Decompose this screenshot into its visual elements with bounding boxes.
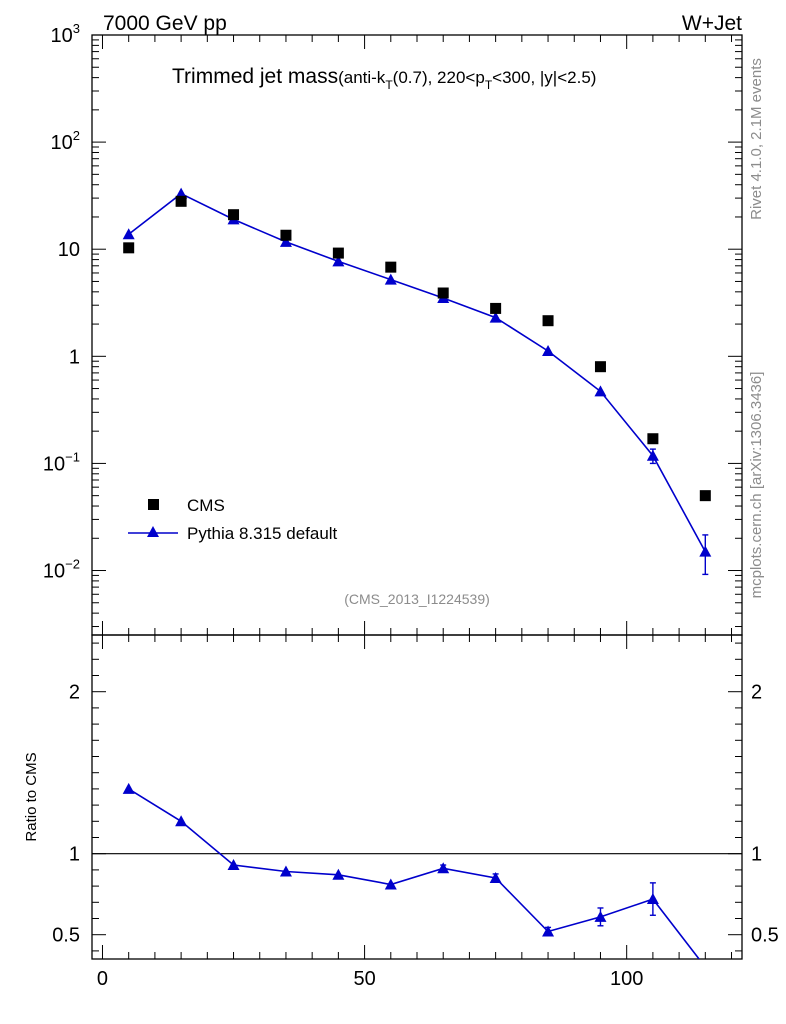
title-part-1: (anti-k (338, 68, 386, 87)
cms-point (542, 315, 554, 327)
cms-point (123, 242, 135, 254)
title-part-2: (0.7), 220<p (393, 68, 485, 87)
title-main: Trimmed jet mass (172, 65, 338, 88)
pythia-point (332, 255, 345, 267)
main-y-tick-label: 102 (51, 128, 80, 154)
ratio-series-line (128, 788, 701, 959)
ratio-point (384, 878, 397, 890)
ratio-point (122, 782, 135, 794)
ratio-point (227, 859, 240, 871)
cms-point (437, 287, 449, 299)
main-y-tick-label: 103 (51, 21, 80, 47)
main-y-tick-label: 10−2 (43, 557, 80, 583)
pythia-point (122, 228, 135, 240)
x-tick-label: 0 (97, 968, 108, 990)
ratio-point (542, 925, 555, 937)
ratio-y-tick-label: 0.5 (52, 925, 80, 947)
ratio-point (437, 862, 450, 874)
main-plot-frame (91, 34, 743, 636)
x-tick-label: 50 (353, 968, 375, 990)
pythia-point (646, 449, 659, 461)
cms-point (228, 209, 240, 221)
ratio-y-tick-label-right: 0.5 (751, 925, 779, 947)
ratio-point (332, 868, 345, 880)
ratio-point (646, 893, 659, 905)
header-left: 7000 GeV pp (103, 12, 227, 35)
title-part-3: <300, |y|<2.5) (492, 68, 596, 87)
ratio-point (594, 910, 607, 922)
rivet-version-label: Rivet 4.1.0, 2.1M events (748, 58, 765, 220)
pythia-point (489, 311, 502, 323)
ratio-point (489, 872, 502, 883)
ratio-y-tick-label-right: 1 (751, 844, 762, 866)
pythia-point (699, 545, 712, 557)
ratio-y-tick-label: 1 (69, 844, 80, 866)
ratio-y-axis-label: Ratio to CMS (23, 752, 40, 841)
pythia-point (384, 273, 397, 285)
cms-point (385, 261, 397, 273)
ratio-y-tick-label: 2 (69, 682, 80, 704)
cms-point (647, 433, 659, 445)
main-y-tick-label: 10 (58, 239, 80, 261)
analysis-watermark: (CMS_2013_I1224539) (344, 591, 490, 607)
plot-title: Trimmed jet mass(anti-kT(0.7), 220<pT<30… (172, 65, 596, 92)
title-sub-2: T (485, 78, 493, 92)
cms-point (175, 195, 187, 207)
ratio-point (279, 865, 292, 877)
main-y-tick-label: 10−1 (43, 449, 80, 475)
x-tick-label: 100 (610, 968, 643, 990)
legend-pythia-marker (147, 526, 159, 537)
legend-cms-label: CMS (187, 496, 225, 515)
ratio-plot-frame (91, 634, 743, 960)
pythia-point (594, 385, 607, 397)
cms-point (699, 490, 711, 502)
legend-pythia-label: Pythia 8.315 default (187, 524, 338, 543)
cms-point (332, 247, 344, 259)
cms-point (490, 302, 502, 314)
ratio-y-tick-label-right: 2 (751, 682, 762, 704)
pythia-series-line (128, 192, 707, 553)
main-y-tick-label: 1 (69, 346, 80, 368)
ratio-point (175, 815, 188, 827)
pythia-point (279, 235, 292, 247)
header-right: W+Jet (682, 12, 742, 35)
legend-cms-marker (148, 499, 159, 510)
cms-point (594, 361, 606, 373)
pythia-point (542, 345, 555, 357)
title-sub-1: T (385, 78, 393, 92)
mcplots-reference-label: mcplots.cern.ch [arXiv:1306.3436] (748, 372, 765, 599)
cms-point (280, 229, 292, 241)
